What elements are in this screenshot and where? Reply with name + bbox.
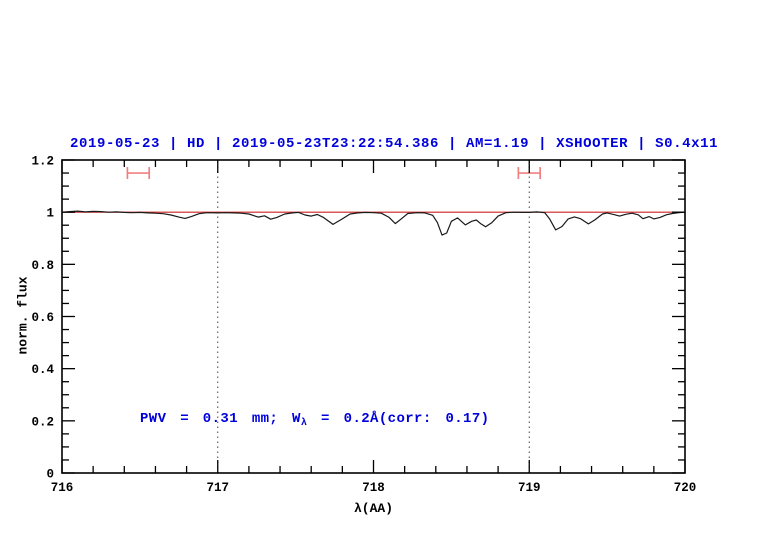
errorbar-markers [126,167,542,180]
x-tick-label: 719 [518,481,541,495]
pwv-annotation-suffix: = 0.2Å(corr: 0.17) [307,411,490,427]
pwv-annotation: PWV = 0.31 mm; Wλ = 0.2Å(corr: 0.17) [140,411,489,429]
x-tick-label: 717 [206,481,229,495]
y-tick-label: 1.2 [31,155,54,169]
pwv-annotation-prefix: PWV = 0.31 mm; W [140,411,301,427]
y-tick-label: 0.2 [31,415,54,429]
plot-title: 2019-05-23 | HD | 2019-05-23T23:22:54.38… [70,136,719,152]
x-axis-label: λ(AA) [353,501,393,516]
y-tick-label: 0.8 [31,259,54,273]
spectrum-line [61,210,686,236]
y-axis-label: norm. flux [15,276,31,355]
y-tick-label: 0.4 [31,363,54,377]
x-tick-labels: 716 717 718 719 720 [51,481,697,495]
x-tick-label: 720 [674,481,697,495]
axis-ticks [61,159,686,474]
y-tick-labels: 0 0.2 0.4 0.6 0.8 1 1.2 [31,155,54,482]
lambda-subscript: λ [300,418,308,429]
x-tick-label: 716 [51,481,74,495]
y-tick-label: 1 [46,207,54,221]
x-tick-label: 718 [362,481,385,495]
y-tick-label: 0.6 [31,311,54,325]
y-tick-label: 0 [46,468,54,482]
